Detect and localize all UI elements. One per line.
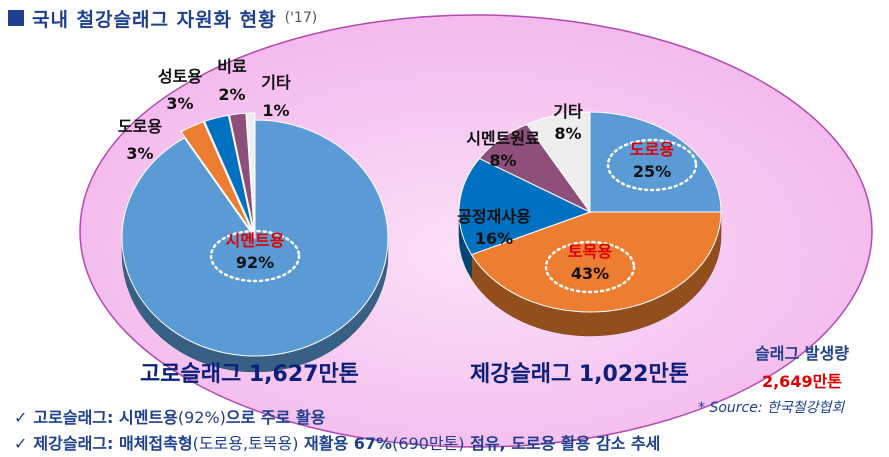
generation-label: 슬래그 발생량	[755, 344, 849, 363]
slice-value-label: 25%	[633, 162, 671, 181]
bullet-item-2: ✓ 제강슬래그: 매체접촉형(도로용,토목용) 재활용 67%(690만톤) 점유…	[14, 430, 660, 454]
slice-label: 비료	[217, 57, 247, 76]
page-title: 국내 철강슬래그 자원화 현황 ('17)	[8, 4, 317, 32]
pie-steelmaking	[458, 111, 722, 337]
bullet-1-paren: (92%)	[177, 408, 226, 427]
pie-slice-1-2	[458, 157, 592, 256]
slice-label: 공정재사용	[457, 207, 531, 226]
pie-slice-1-4	[526, 111, 591, 214]
slice-value-label: 1%	[262, 101, 289, 120]
slice-label: 도로용	[630, 140, 674, 159]
bullet-2-rest: 재활용 67%	[298, 434, 393, 453]
slice-value-label: 16%	[475, 229, 513, 248]
pie-slice-0-2	[203, 114, 254, 232]
title-year: ('17)	[284, 10, 318, 26]
slice-value-label: 8%	[489, 151, 516, 170]
bullet-2-rest2: 점유, 도로용 활용 감소 추세	[464, 434, 661, 453]
highlight-dotted-ring	[606, 138, 698, 192]
pie-slice-0-1	[180, 121, 253, 233]
title-text: 국내 철강슬래그 자원화 현황	[32, 8, 277, 31]
slice-value-label: 92%	[236, 253, 274, 272]
caption-steelmaking: 제강슬래그 1,022만톤	[470, 362, 689, 387]
slice-value-label: 43%	[571, 264, 609, 283]
pie-blast-furnace	[121, 112, 389, 373]
slice-label: 기타	[261, 73, 291, 92]
slice-label: 도로용	[118, 117, 162, 136]
slice-value-label: 8%	[554, 124, 581, 143]
highlight-dotted-ring	[544, 240, 636, 294]
bullet-item-1: ✓ 고로슬래그: 시멘트용(92%)으로 주로 활용	[14, 404, 325, 428]
slice-value-label: 3%	[166, 94, 193, 113]
pie-slice-1-0	[589, 111, 722, 213]
slice-label: 시멘트원료	[466, 129, 540, 148]
bullet-2-paren2: (690만톤)	[392, 434, 465, 453]
slice-label: 시멘트용	[226, 231, 285, 250]
pie-slice-0-0	[121, 119, 389, 357]
generation-value: 2,649만톤	[761, 372, 843, 391]
generation-box: 슬래그 발생량 2,649만톤	[742, 340, 862, 392]
slice-label: 토목용	[568, 242, 612, 261]
slice-label: 기타	[553, 102, 583, 121]
slice-label: 성토용	[158, 67, 202, 86]
highlight-dotted-ring	[209, 229, 301, 283]
check-icon: ✓	[14, 408, 28, 427]
pie-slice-0-4	[245, 112, 256, 232]
caption-blast-furnace: 고로슬래그 1,627만톤	[140, 362, 359, 387]
check-icon: ✓	[14, 434, 28, 453]
source-note: * Source: 한국철강협회	[698, 400, 845, 416]
slice-value-label: 3%	[126, 144, 153, 163]
bullet-2-main: 제강슬래그: 매체접촉형	[33, 434, 193, 453]
slice-value-label: 2%	[218, 85, 245, 104]
bullet-1-main: 고로슬래그: 시멘트용	[33, 408, 178, 427]
bullet-1-rest: 으로 주로 활용	[225, 408, 326, 427]
bullet-2-paren: (도로용,토목용)	[192, 434, 299, 453]
bullet-square-icon	[8, 10, 24, 26]
pie-slice-1-1	[470, 211, 722, 313]
pie-slice-0-3	[228, 112, 255, 232]
